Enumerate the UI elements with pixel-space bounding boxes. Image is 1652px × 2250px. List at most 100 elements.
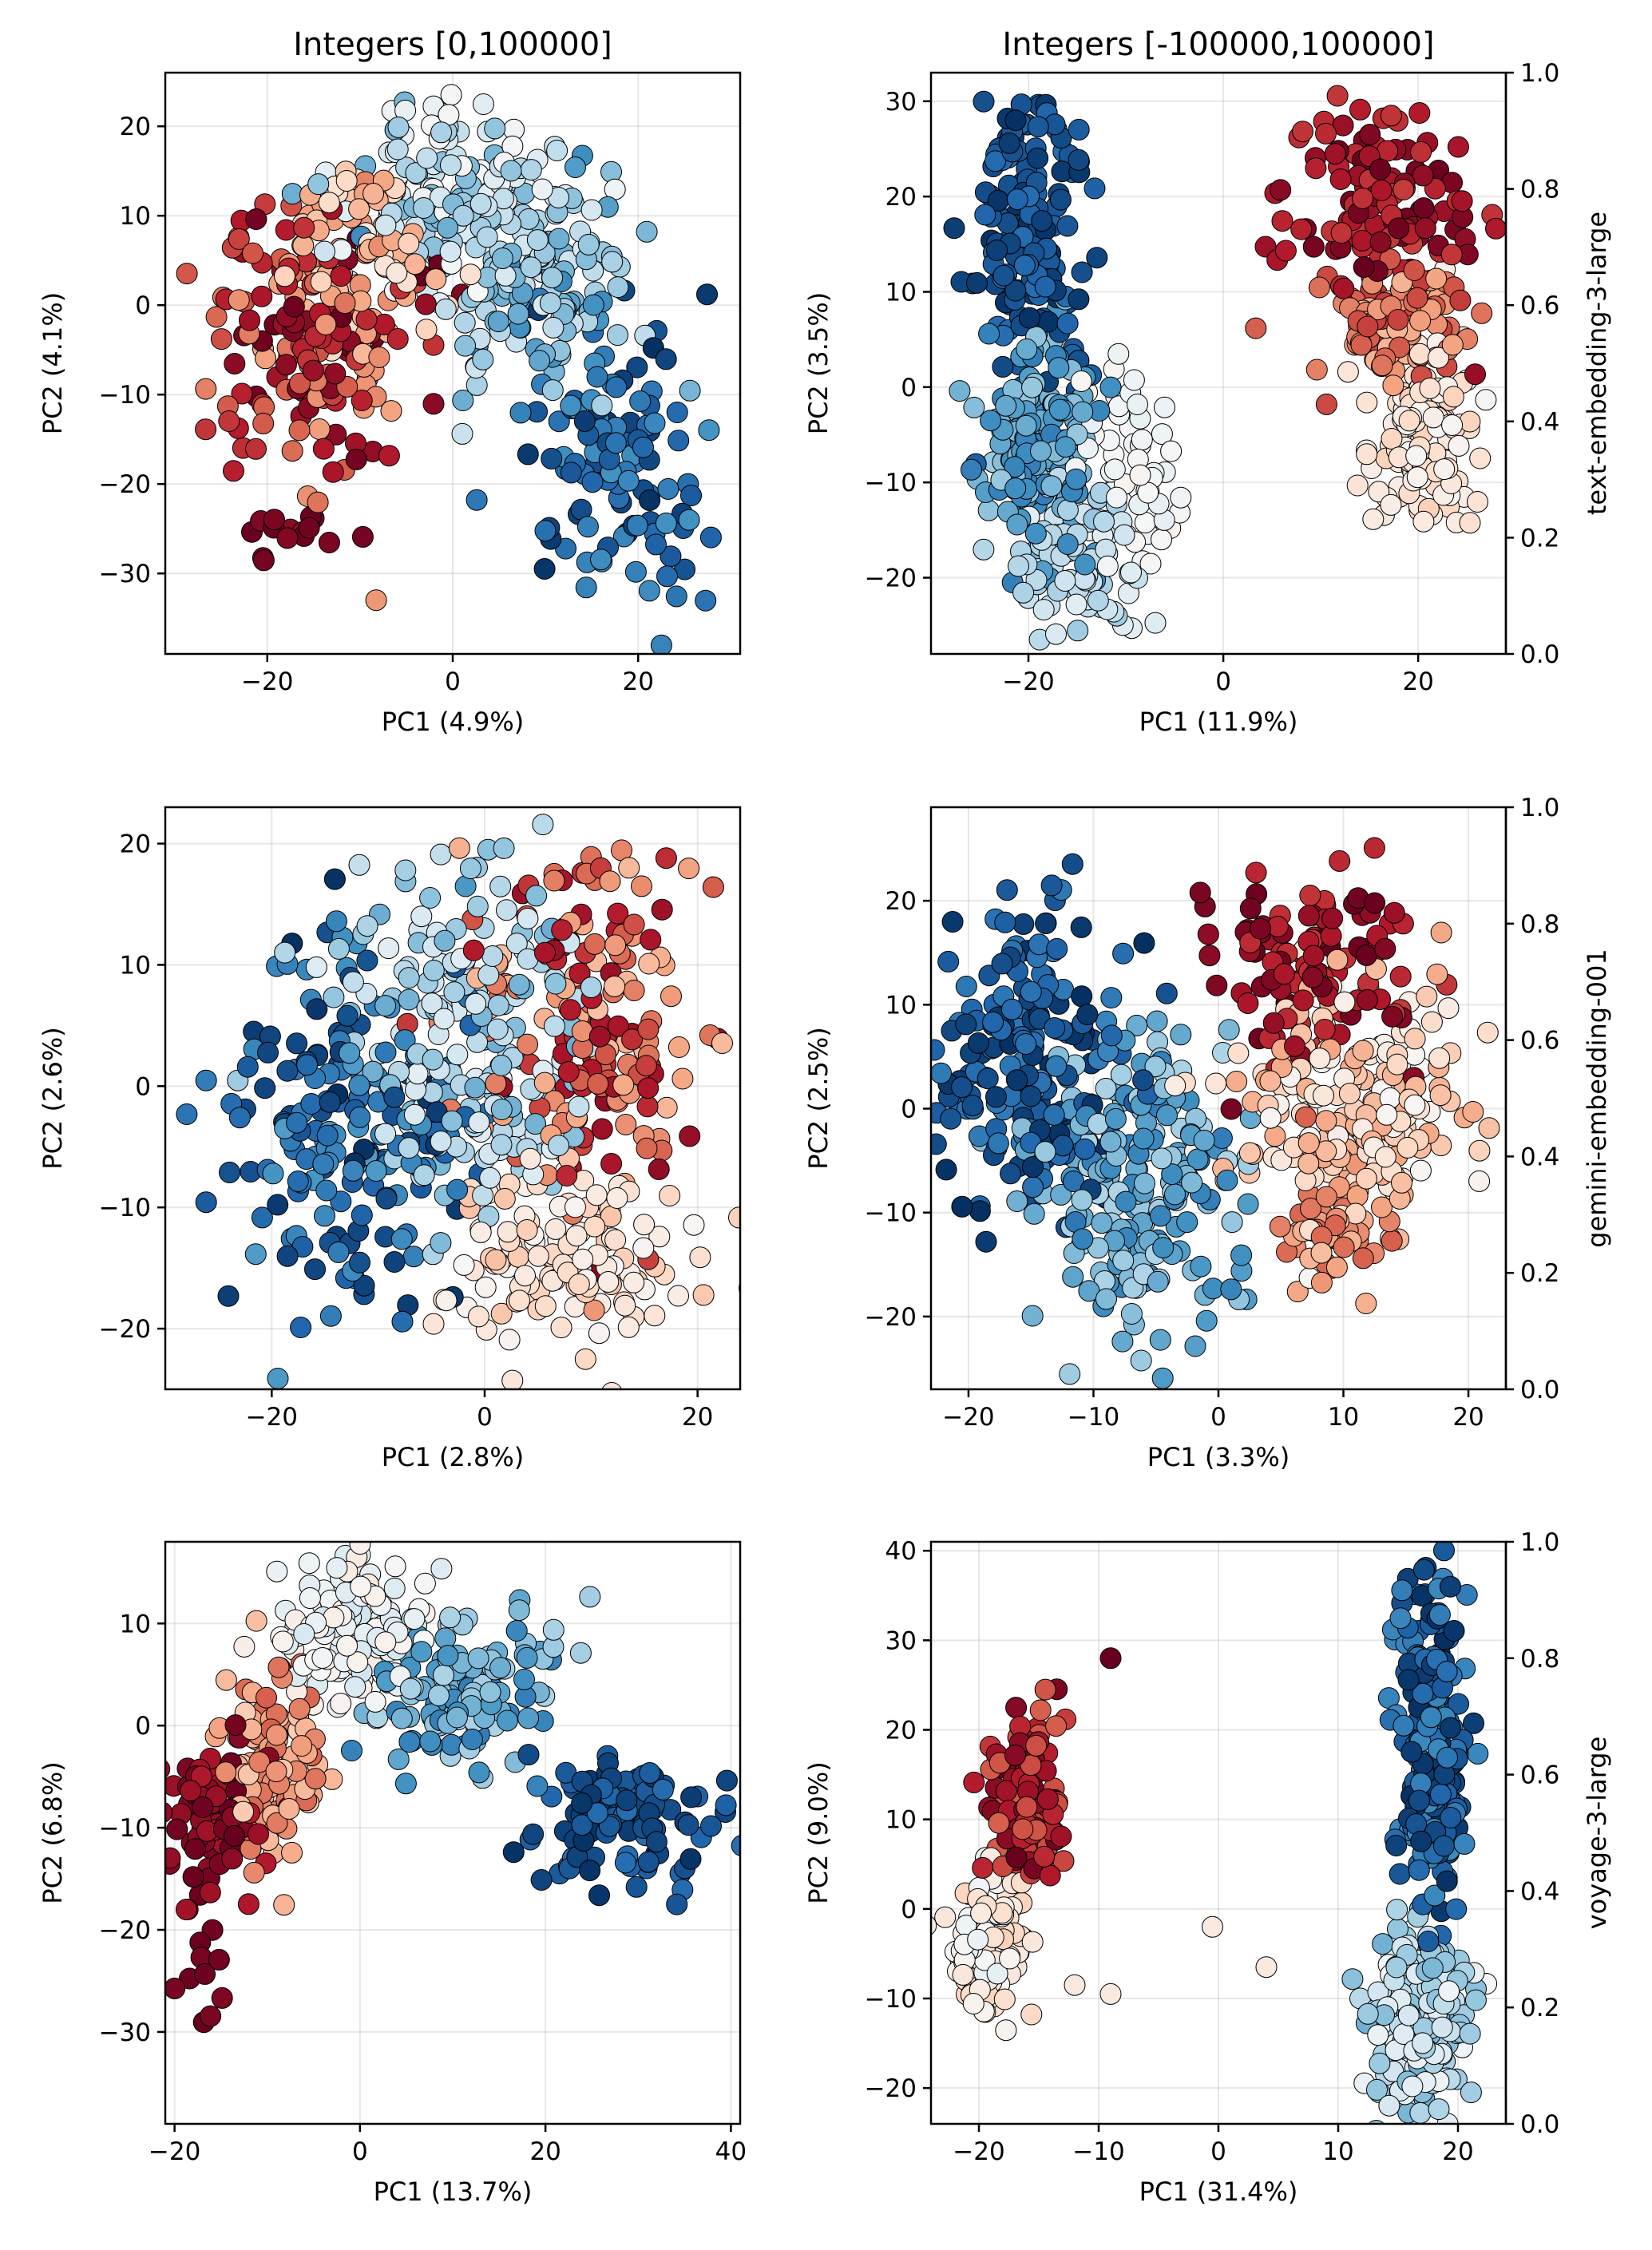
data-point [1333,1236,1355,1258]
data-point [565,1196,586,1218]
data-point [1372,1933,1394,1955]
data-point [434,298,457,320]
data-point [572,1248,594,1270]
data-point [298,517,320,539]
data-point [1220,1278,1242,1301]
data-point [907,1045,928,1066]
data-point [1352,1040,1374,1062]
data-point [1218,1019,1240,1041]
data-point [577,233,600,256]
data-point [548,228,570,250]
data-point [1485,217,1506,240]
data-point [1147,1270,1169,1293]
data-point [715,1794,737,1816]
data-point [1396,1136,1419,1159]
y-tick-label: 20 [885,887,917,916]
data-point [1034,275,1056,298]
data-point [1149,1329,1171,1351]
data-point [1313,1019,1336,1040]
x-axis-label: PC1 (3.3%) [1147,1442,1290,1472]
data-point [1389,965,1412,988]
data-point [390,1228,413,1250]
y-tick-label: 0 [901,374,917,402]
data-point [607,324,628,347]
colorbar-tick-label: 0.0 [1520,1376,1559,1404]
data-point [1471,302,1493,324]
data-point [1220,1098,1242,1120]
data-point [571,1814,593,1836]
data-point [1076,1004,1099,1026]
data-point [318,532,340,553]
data-point [461,1729,483,1750]
data-point [1404,1094,1426,1116]
data-point [1403,259,1425,281]
data-point [497,1221,519,1243]
data-point [314,1205,335,1227]
data-point [1071,1189,1093,1211]
data-point [584,1215,606,1238]
data-point [1048,398,1071,421]
data-point [1139,553,1162,575]
data-point [1065,468,1087,490]
data-point [394,1029,416,1052]
data-point [1389,1863,1411,1885]
data-point [1299,885,1321,906]
data-point [252,412,275,434]
data-point [1049,188,1072,211]
data-point [223,460,244,482]
data-point [542,1618,565,1641]
data-point [655,847,677,869]
data-point [637,1077,660,1099]
data-point [276,527,299,549]
data-point [490,1134,513,1156]
data-point [525,885,548,907]
data-point [514,1265,536,1287]
colorbar-label: gemini-embedding-001 [1582,949,1612,1247]
data-point [1385,1956,1408,1979]
data-point [1416,985,1438,1008]
y-tick-label: 20 [885,1717,917,1745]
data-point [251,285,273,307]
x-tick-label: 20 [1402,667,1433,696]
data-point [386,1495,406,1515]
data-point [1426,963,1448,985]
data-point [454,335,477,357]
data-point [966,271,988,294]
data-point [1004,477,1027,500]
data-point [1004,456,1026,478]
colorbar-tick-label: 0.6 [1520,1027,1559,1056]
data-point [585,1184,608,1206]
data-point [481,945,504,967]
data-point [403,1608,426,1630]
data-point [668,1036,690,1058]
data-point [1468,1170,1491,1192]
data-point [1324,143,1346,165]
data-point [1374,1146,1396,1168]
data-point [435,1289,458,1312]
data-point [233,1635,256,1658]
data-point [520,256,542,279]
data-point [1164,1075,1187,1097]
data-point [335,170,358,192]
data-point [288,419,311,442]
data-point [383,1251,406,1273]
data-point [1131,429,1153,451]
colorbar-tick-label: 0.2 [1520,1994,1559,2022]
data-point [437,1645,459,1667]
data-point [278,1798,300,1820]
data-point [1376,1103,1398,1126]
data-point [1027,116,1049,138]
data-point [405,162,427,184]
data-point [1151,529,1172,551]
data-point [1315,1110,1337,1132]
data-point [888,1163,909,1184]
data-point [433,1664,454,1686]
data-point [501,1369,524,1389]
data-point [1132,1127,1155,1150]
data-point [1161,1163,1183,1186]
colorbar-tick-label: 0.2 [1520,524,1559,553]
data-point [1262,1012,1285,1034]
data-point [315,1179,338,1202]
data-point [286,1032,308,1055]
data-point [165,1847,181,1869]
